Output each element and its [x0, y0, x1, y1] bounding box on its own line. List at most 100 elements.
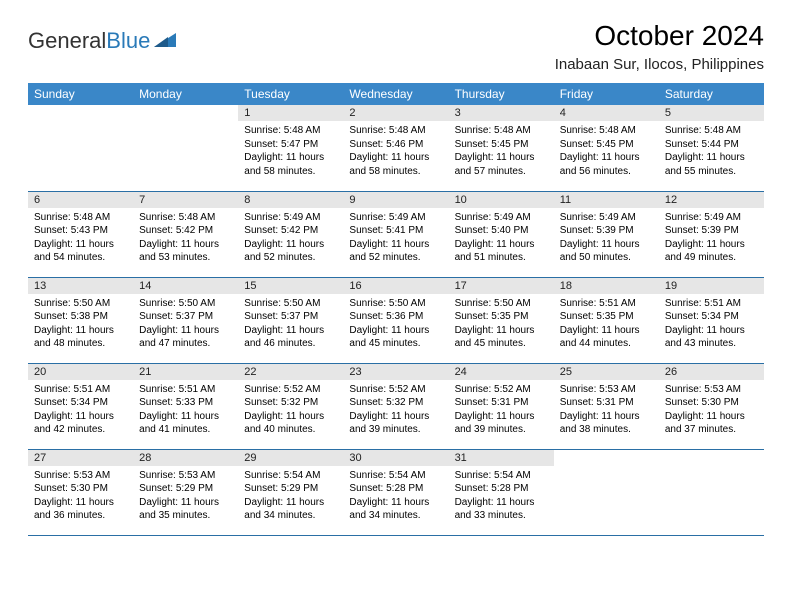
calendar-cell: [659, 449, 764, 535]
day-content: Sunrise: 5:50 AMSunset: 5:38 PMDaylight:…: [28, 294, 133, 357]
day-content: Sunrise: 5:51 AMSunset: 5:34 PMDaylight:…: [28, 380, 133, 443]
day-number: 9: [343, 192, 448, 208]
day-number: 5: [659, 105, 764, 121]
sunset-text: Sunset: 5:29 PM: [139, 482, 232, 496]
day-content: Sunrise: 5:51 AMSunset: 5:35 PMDaylight:…: [554, 294, 659, 357]
sunset-text: Sunset: 5:31 PM: [455, 396, 548, 410]
sunrise-text: Sunrise: 5:53 AM: [34, 469, 127, 483]
sunrise-text: Sunrise: 5:48 AM: [560, 124, 653, 138]
sunset-text: Sunset: 5:41 PM: [349, 224, 442, 238]
day-content: Sunrise: 5:53 AMSunset: 5:30 PMDaylight:…: [28, 466, 133, 529]
day-number: 7: [133, 192, 238, 208]
daylight-text: Daylight: 11 hours and 41 minutes.: [139, 410, 232, 437]
sunrise-text: Sunrise: 5:49 AM: [560, 211, 653, 225]
sunrise-text: Sunrise: 5:48 AM: [349, 124, 442, 138]
day-header-row: Sunday Monday Tuesday Wednesday Thursday…: [28, 83, 764, 105]
daylight-text: Daylight: 11 hours and 43 minutes.: [665, 324, 758, 351]
calendar-cell: 27Sunrise: 5:53 AMSunset: 5:30 PMDayligh…: [28, 449, 133, 535]
daylight-text: Daylight: 11 hours and 46 minutes.: [244, 324, 337, 351]
day-content: Sunrise: 5:48 AMSunset: 5:43 PMDaylight:…: [28, 208, 133, 271]
day-content: Sunrise: 5:48 AMSunset: 5:44 PMDaylight:…: [659, 121, 764, 184]
daylight-text: Daylight: 11 hours and 36 minutes.: [34, 496, 127, 523]
day-number: 24: [449, 364, 554, 380]
daylight-text: Daylight: 11 hours and 49 minutes.: [665, 238, 758, 265]
location: Inabaan Sur, Ilocos, Philippines: [555, 56, 764, 73]
sunset-text: Sunset: 5:46 PM: [349, 138, 442, 152]
calendar-cell: 25Sunrise: 5:53 AMSunset: 5:31 PMDayligh…: [554, 363, 659, 449]
sunset-text: Sunset: 5:45 PM: [455, 138, 548, 152]
month-title: October 2024: [555, 20, 764, 52]
header: GeneralBlue October 2024 Inabaan Sur, Il…: [28, 20, 764, 73]
calendar-cell: 17Sunrise: 5:50 AMSunset: 5:35 PMDayligh…: [449, 277, 554, 363]
day-content: Sunrise: 5:49 AMSunset: 5:40 PMDaylight:…: [449, 208, 554, 271]
day-content: Sunrise: 5:50 AMSunset: 5:37 PMDaylight:…: [238, 294, 343, 357]
sunset-text: Sunset: 5:37 PM: [139, 310, 232, 324]
sunset-text: Sunset: 5:34 PM: [34, 396, 127, 410]
calendar-cell: 1Sunrise: 5:48 AMSunset: 5:47 PMDaylight…: [238, 105, 343, 191]
sunset-text: Sunset: 5:30 PM: [665, 396, 758, 410]
daylight-text: Daylight: 11 hours and 42 minutes.: [34, 410, 127, 437]
brand-part2: Blue: [106, 28, 150, 53]
day-content: Sunrise: 5:52 AMSunset: 5:31 PMDaylight:…: [449, 380, 554, 443]
calendar-cell: 28Sunrise: 5:53 AMSunset: 5:29 PMDayligh…: [133, 449, 238, 535]
day-header: Friday: [554, 83, 659, 105]
daylight-text: Daylight: 11 hours and 52 minutes.: [349, 238, 442, 265]
day-number: [133, 105, 238, 109]
sunrise-text: Sunrise: 5:48 AM: [244, 124, 337, 138]
day-number: [659, 450, 764, 454]
sunrise-text: Sunrise: 5:48 AM: [139, 211, 232, 225]
sunrise-text: Sunrise: 5:52 AM: [455, 383, 548, 397]
brand-text: GeneralBlue: [28, 28, 150, 54]
day-content: Sunrise: 5:52 AMSunset: 5:32 PMDaylight:…: [238, 380, 343, 443]
daylight-text: Daylight: 11 hours and 39 minutes.: [455, 410, 548, 437]
day-number: 8: [238, 192, 343, 208]
sunrise-text: Sunrise: 5:52 AM: [349, 383, 442, 397]
day-content: Sunrise: 5:48 AMSunset: 5:45 PMDaylight:…: [554, 121, 659, 184]
calendar-cell: 20Sunrise: 5:51 AMSunset: 5:34 PMDayligh…: [28, 363, 133, 449]
day-header: Wednesday: [343, 83, 448, 105]
daylight-text: Daylight: 11 hours and 45 minutes.: [455, 324, 548, 351]
day-number: 16: [343, 278, 448, 294]
daylight-text: Daylight: 11 hours and 58 minutes.: [244, 151, 337, 178]
sunset-text: Sunset: 5:32 PM: [244, 396, 337, 410]
day-number: 3: [449, 105, 554, 121]
day-content: Sunrise: 5:48 AMSunset: 5:46 PMDaylight:…: [343, 121, 448, 184]
sunrise-text: Sunrise: 5:50 AM: [244, 297, 337, 311]
sunset-text: Sunset: 5:35 PM: [560, 310, 653, 324]
day-number: 15: [238, 278, 343, 294]
daylight-text: Daylight: 11 hours and 33 minutes.: [455, 496, 548, 523]
day-content: Sunrise: 5:48 AMSunset: 5:47 PMDaylight:…: [238, 121, 343, 184]
day-number: 22: [238, 364, 343, 380]
day-header: Monday: [133, 83, 238, 105]
sunset-text: Sunset: 5:38 PM: [34, 310, 127, 324]
day-content: Sunrise: 5:50 AMSunset: 5:37 PMDaylight:…: [133, 294, 238, 357]
sunset-text: Sunset: 5:34 PM: [665, 310, 758, 324]
day-number: 11: [554, 192, 659, 208]
day-content: Sunrise: 5:49 AMSunset: 5:39 PMDaylight:…: [554, 208, 659, 271]
sunrise-text: Sunrise: 5:54 AM: [455, 469, 548, 483]
day-number: 21: [133, 364, 238, 380]
calendar-cell: 26Sunrise: 5:53 AMSunset: 5:30 PMDayligh…: [659, 363, 764, 449]
sunrise-text: Sunrise: 5:51 AM: [665, 297, 758, 311]
day-number: 28: [133, 450, 238, 466]
calendar-cell: [554, 449, 659, 535]
calendar-cell: 2Sunrise: 5:48 AMSunset: 5:46 PMDaylight…: [343, 105, 448, 191]
day-number: 13: [28, 278, 133, 294]
day-number: 20: [28, 364, 133, 380]
daylight-text: Daylight: 11 hours and 53 minutes.: [139, 238, 232, 265]
calendar-cell: 8Sunrise: 5:49 AMSunset: 5:42 PMDaylight…: [238, 191, 343, 277]
calendar-cell: 29Sunrise: 5:54 AMSunset: 5:29 PMDayligh…: [238, 449, 343, 535]
day-header: Sunday: [28, 83, 133, 105]
calendar-cell: 15Sunrise: 5:50 AMSunset: 5:37 PMDayligh…: [238, 277, 343, 363]
sunset-text: Sunset: 5:31 PM: [560, 396, 653, 410]
sunset-text: Sunset: 5:32 PM: [349, 396, 442, 410]
sunrise-text: Sunrise: 5:50 AM: [455, 297, 548, 311]
day-number: 19: [659, 278, 764, 294]
sunrise-text: Sunrise: 5:53 AM: [560, 383, 653, 397]
sunset-text: Sunset: 5:40 PM: [455, 224, 548, 238]
day-content: Sunrise: 5:53 AMSunset: 5:30 PMDaylight:…: [659, 380, 764, 443]
day-number: 6: [28, 192, 133, 208]
sunset-text: Sunset: 5:37 PM: [244, 310, 337, 324]
day-content: Sunrise: 5:50 AMSunset: 5:36 PMDaylight:…: [343, 294, 448, 357]
sunrise-text: Sunrise: 5:54 AM: [349, 469, 442, 483]
